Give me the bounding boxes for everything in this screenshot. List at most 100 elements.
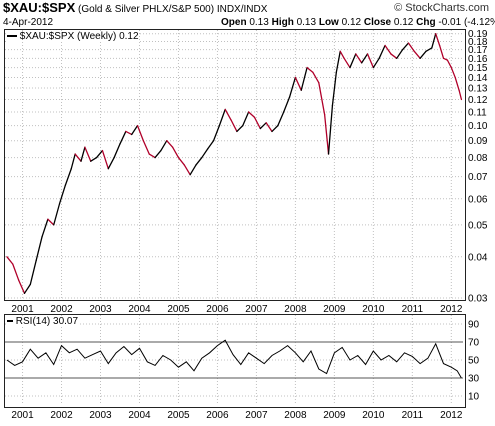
price-x-tick-label-6: 2007 [245,304,268,315]
legend-swatch-icon [7,35,17,38]
price-segment-8 [47,218,55,226]
stockcharts-watermark: © StockCharts.com [394,2,489,14]
price-y-tick-label-1: 0.04 [468,252,488,263]
rsi-line [6,339,462,379]
price-segment-41 [236,124,244,133]
price-segment-48 [277,111,285,127]
price-segment-10 [58,184,67,205]
price-segment-4 [23,283,31,294]
price-segment-79 [442,57,449,61]
price-y-tick-label-9: 0.12 [468,95,488,106]
price-segment-59 [335,50,341,74]
price-segment-68 [384,44,392,55]
rsi-x-tick-label-11: 2012 [440,410,463,421]
price-segment-55 [318,81,326,116]
price-x-tick-label-9: 2010 [362,304,385,315]
price-y-tick-label-16: 0.19 [468,29,488,40]
rsi-x-tick-label-7: 2008 [284,410,307,421]
price-y-tick-label-13: 0.16 [468,54,488,65]
chart-title-row: $XAU:$SPX (Gold & Silver PHLX/S&P 500) I… [3,0,267,15]
price-segment-34 [195,156,203,166]
rsi-x-tick-label-6: 2007 [245,410,268,421]
rsi-x-tick-label-0: 2001 [11,410,34,421]
price-segment-26 [148,153,156,159]
price-segment-16 [90,156,98,162]
price-x-tick-label-8: 2009 [323,304,346,315]
price-y-tick-label-2: 0.05 [468,220,488,231]
price-x-tick-label-5: 2006 [206,304,229,315]
price-segment-64 [361,53,369,64]
price-segment-31 [177,156,185,166]
price-segment-30 [171,146,180,159]
price-segment-17 [95,149,104,159]
price-segment-75 [425,47,433,52]
price-legend: $XAU:$SPX (Weekly) 0.12 [7,31,139,42]
low-label: Low [318,17,339,28]
price-segment-36 [207,140,215,150]
close-value: 0.12 [393,17,414,28]
price-segment-72 [407,42,415,52]
open-label: Open [221,17,247,28]
price-segment-37 [212,124,221,142]
price-segment-66 [372,57,380,69]
price-segment-39 [224,108,232,121]
price-y-tick-label-14: 0.17 [468,45,488,56]
price-segment-32 [183,164,191,176]
price-segment-24 [136,124,145,142]
price-segment-46 [265,122,273,133]
price-segment-54 [312,71,320,84]
rsi-x-tick-label-1: 2002 [50,410,73,421]
price-segment-9 [53,202,61,226]
price-x-tick-label-4: 2005 [167,304,190,315]
price-y-tick-label-8: 0.11 [468,107,487,118]
price-segment-12 [70,153,76,170]
rsi-x-tick-label-2: 2003 [89,410,112,421]
rsi-x-tick-label-9: 2010 [362,410,385,421]
low-value: 0.12 [341,17,362,28]
price-segment-15 [84,146,92,162]
price-segment-56 [323,113,330,155]
price-segment-7 [41,218,49,238]
price-segment-13 [74,153,82,162]
price-segment-47 [271,124,279,133]
price-segment-27 [154,149,162,159]
price-y-tick-label-7: 0.10 [468,121,488,132]
price-segment-67 [378,44,386,59]
price-segment-43 [247,111,256,118]
rsi-x-tick-label-3: 2004 [128,410,151,421]
ohlc-row: Open 0.13 High 0.13 Low 0.12 Close 0.12 … [221,17,495,28]
price-segment-38 [218,108,226,127]
price-segment-52 [300,66,308,91]
rsi-y-tick-label-0: 10 [468,392,480,403]
chg-label: Chg [416,17,436,28]
price-segment-6 [35,236,43,262]
price-x-tick-label-11: 2012 [440,304,463,315]
price-segment-35 [201,148,209,159]
price-segment-1 [6,256,14,265]
price-x-tick-label-3: 2004 [128,304,151,315]
price-segment-58 [331,71,337,107]
rsi-legend-label: RSI(14) 30.07 [15,316,79,327]
price-segment-33 [189,164,197,176]
rsi-y-tick-label-3: 70 [468,338,480,349]
price-segment-22 [125,130,133,136]
price-y-tick-label-6: 0.09 [468,136,488,147]
rsi-legend-swatch-icon [7,320,13,323]
symbol-label: $XAU:$SPX [3,0,76,15]
price-y-tick-label-12: 0.15 [468,63,488,74]
price-segment-23 [131,124,139,136]
price-x-tick-label-7: 2008 [284,304,307,315]
rsi-y-tick-label-4: 90 [468,320,480,331]
rsi-x-tick-label-5: 2006 [206,410,229,421]
price-segment-51 [294,76,302,91]
price-y-tick-label-11: 0.14 [468,73,488,84]
rsi-y-tick-label-2: 50 [468,356,480,367]
price-segment-77 [435,33,441,47]
price-segment-80 [446,59,452,69]
date-label: 4-Apr-2012 [3,17,54,28]
price-segment-71 [401,42,410,51]
price-segment-65 [366,53,374,69]
price-segment-29 [166,140,174,148]
price-segment-76 [431,33,437,49]
